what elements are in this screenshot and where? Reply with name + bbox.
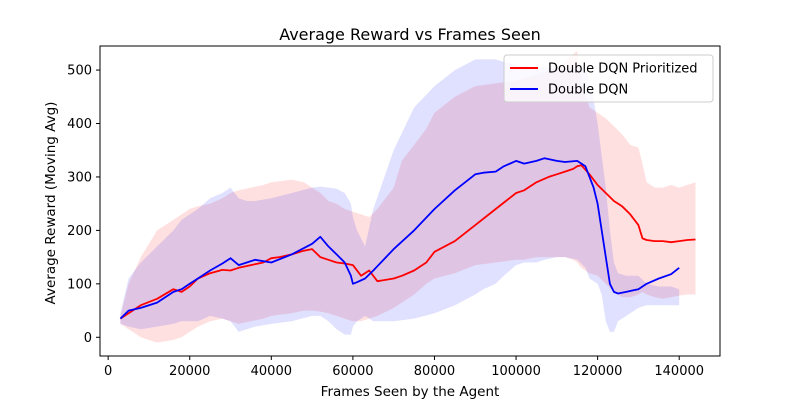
x-axis-label: Frames Seen by the Agent — [321, 384, 500, 400]
x-tick-label: 80000 — [414, 364, 455, 379]
plot-area-frame — [99, 45, 721, 357]
y-tick-label: 0 — [84, 331, 92, 346]
y-tick-label: 300 — [67, 170, 92, 185]
y-axis-label: Average Reward (Moving Avg) — [43, 102, 59, 305]
legend-label: Double DQN Prioritized — [548, 62, 698, 77]
y-axis-ticks: 0 100 200 300 400 500 — [67, 64, 100, 346]
x-tick-label: 140000 — [654, 364, 704, 379]
y-tick-label: 200 — [67, 224, 92, 239]
chart-title: Average Reward vs Frames Seen — [279, 25, 541, 44]
legend: Double DQN Prioritized Double DQN — [503, 54, 714, 103]
y-tick-label: 500 — [67, 64, 92, 79]
y-tick-label: 400 — [67, 117, 92, 132]
series-2-line — [119, 157, 680, 320]
legend-box — [503, 54, 714, 103]
series-1-band — [120, 51, 696, 343]
x-tick-label: 0 — [104, 364, 112, 379]
x-tick-label: 40000 — [251, 364, 292, 379]
series-2-band — [120, 59, 680, 335]
confidence-bands — [120, 51, 696, 343]
x-tick-label: 60000 — [332, 364, 373, 379]
x-axis-ticks: 0 20000 40000 60000 80000 100000 120000 140000 — [104, 356, 704, 379]
x-tick-label: 120000 — [573, 364, 623, 379]
series-lines — [119, 157, 696, 320]
legend-label: Double DQN — [548, 83, 628, 98]
series-1-line — [119, 164, 696, 320]
y-tick-label: 100 — [67, 277, 92, 292]
x-tick-label: 20000 — [169, 364, 210, 379]
x-tick-label: 100000 — [491, 364, 541, 379]
